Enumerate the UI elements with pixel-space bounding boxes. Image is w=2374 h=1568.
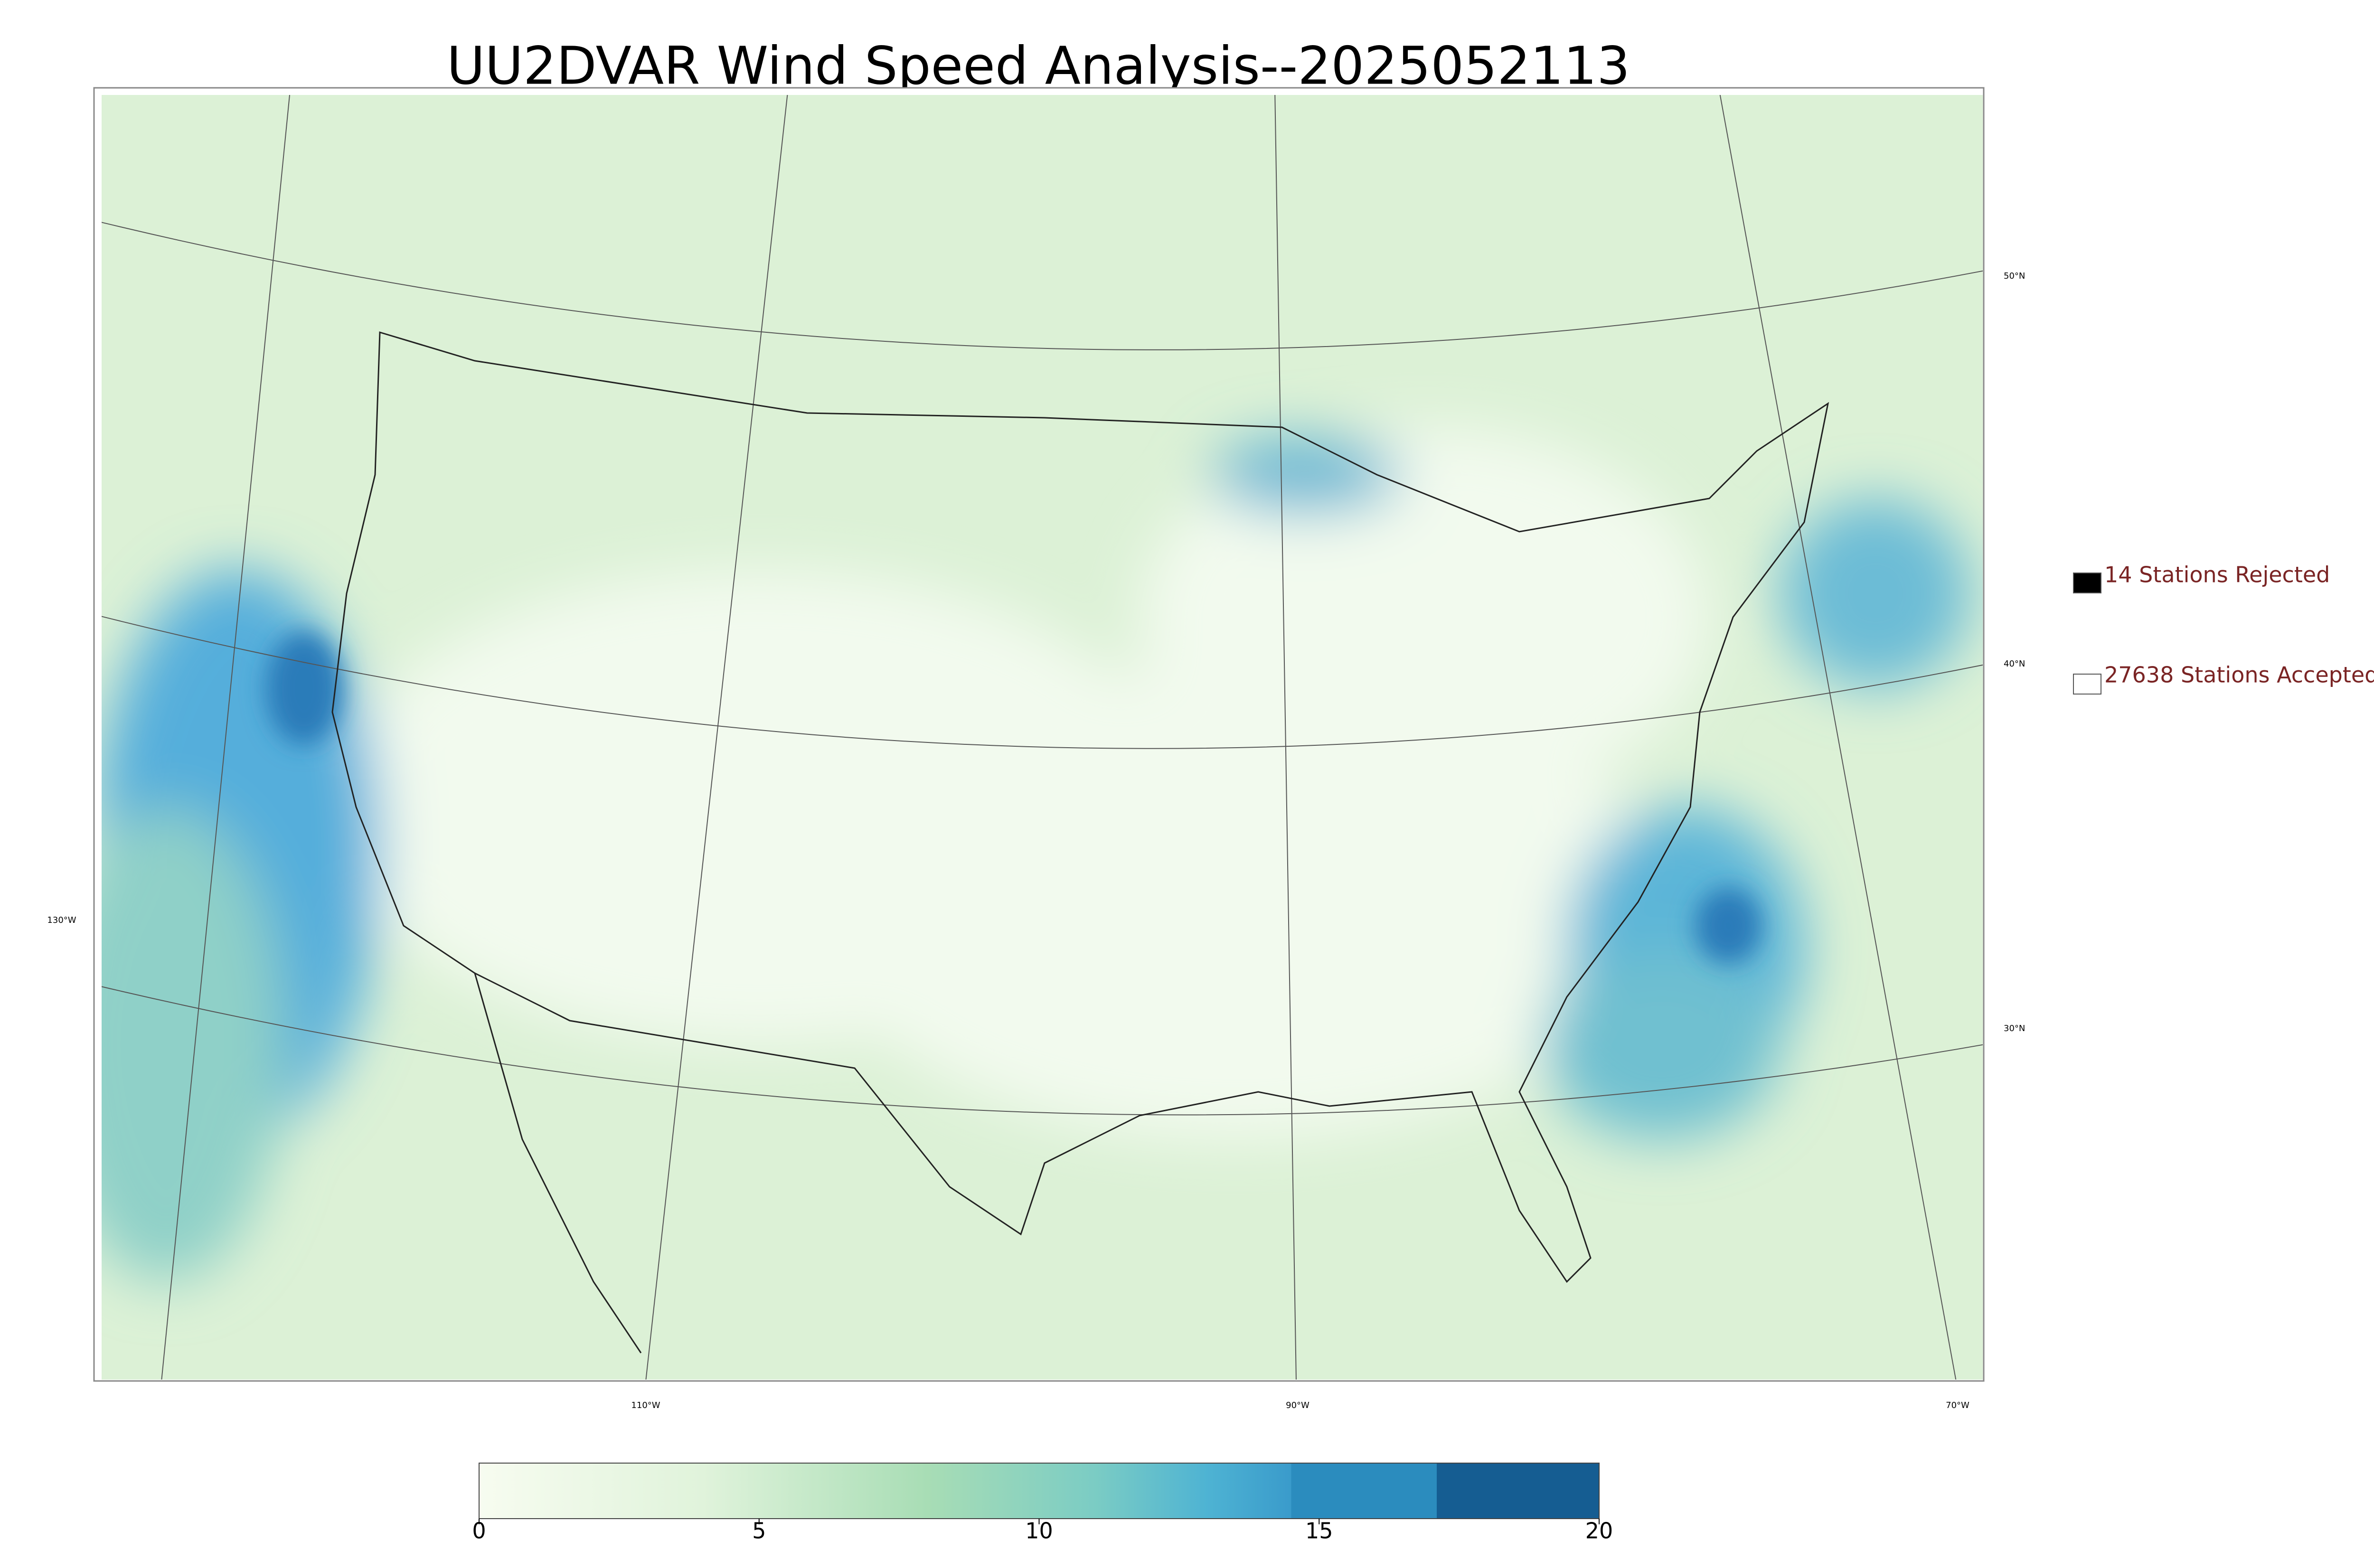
colorbar-tick-label: 20: [1585, 1518, 1613, 1544]
lon-label: 70°W: [1946, 1400, 1969, 1410]
graticule-labels: 50°N 40°N 30°N 130°W 110°W 90°W 70°W: [47, 271, 2025, 1410]
lon-label: 90°W: [1286, 1400, 1309, 1410]
colorbar-tick-label: 10: [1025, 1518, 1053, 1544]
wind-cores: [266, 631, 1762, 964]
graticule: [102, 95, 1983, 1380]
legend-rejected-swatch: [2073, 573, 2101, 593]
legend-accepted-label: 27638 Stations Accepted: [2104, 662, 2374, 688]
colorbar-ticks: 0 5 10 15 20: [472, 1518, 1613, 1544]
lat-label: 40°N: [2004, 659, 2025, 669]
legend-rejected-label: 14 Stations Rejected: [2104, 562, 2330, 588]
coastline: [474, 973, 642, 1353]
lat-label: 30°N: [2004, 1023, 2025, 1033]
lon-label: 130°W: [47, 915, 76, 925]
colorbar-tick-label: 15: [1305, 1518, 1333, 1544]
colorbar-tick-label: 5: [752, 1518, 766, 1544]
colorbar: [479, 1463, 1600, 1519]
legend-accepted-swatch: [2073, 674, 2101, 695]
coastline: [331, 331, 1829, 1283]
lat-label: 50°N: [2004, 271, 2025, 281]
lon-label: 110°W: [631, 1400, 660, 1410]
title: UU2DVAR Wind Speed Analysis--2025052113: [447, 35, 1630, 96]
colorbar-tick-label: 0: [472, 1518, 486, 1544]
map: [102, 95, 1983, 1380]
